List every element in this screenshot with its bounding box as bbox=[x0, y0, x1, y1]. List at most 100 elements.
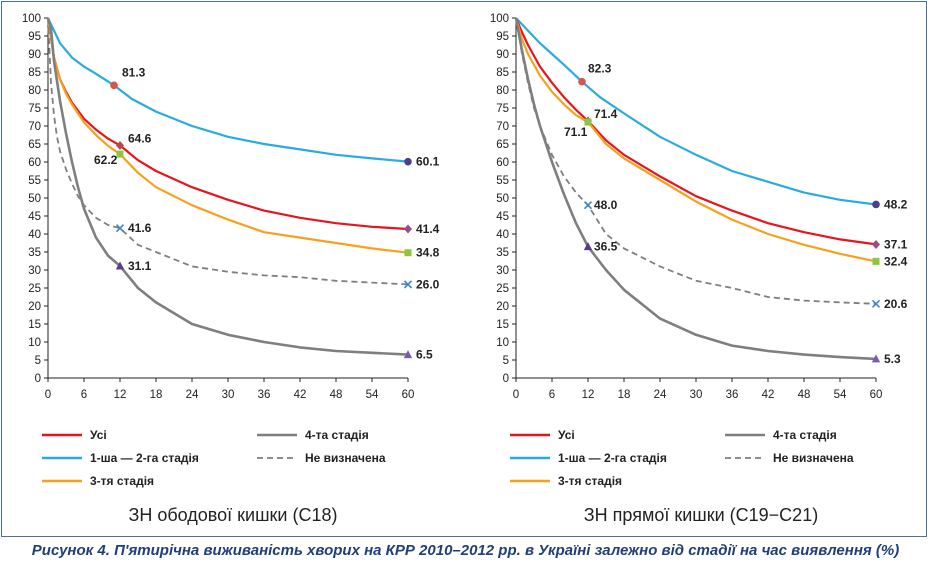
legend-label-stage4: 4-та стадія bbox=[773, 428, 837, 442]
series-line-stage4 bbox=[46, 17, 409, 356]
data-point-stage4 bbox=[115, 261, 125, 270]
x-tick-label: 42 bbox=[762, 389, 775, 401]
x-tick-label: 6 bbox=[81, 389, 87, 401]
y-tick-label: 55 bbox=[28, 175, 41, 187]
x-tick-label: 36 bbox=[258, 389, 271, 401]
y-tick-label: 95 bbox=[496, 31, 509, 43]
x-tick-label: 18 bbox=[150, 389, 163, 401]
legend-label-stage12: 1-ша — 2-га стадія bbox=[558, 451, 667, 465]
x-tick-label: 48 bbox=[798, 389, 811, 401]
series-line-all bbox=[514, 17, 877, 246]
y-tick-label: 0 bbox=[503, 373, 509, 385]
y-tick-label: 30 bbox=[28, 265, 41, 277]
data-label-stage3: 32.4 bbox=[884, 254, 908, 268]
x-tick-label: 54 bbox=[834, 389, 847, 401]
y-tick-label: 10 bbox=[28, 337, 41, 349]
x-tick-label: 24 bbox=[186, 389, 199, 401]
y-tick-label: 35 bbox=[28, 247, 41, 259]
x-tick-label: 24 bbox=[654, 389, 667, 401]
data-label-stage12: 60.1 bbox=[416, 155, 440, 169]
y-tick-label: 0 bbox=[35, 373, 41, 385]
series-line-stage3 bbox=[46, 17, 409, 254]
legend-label-stage4: 4-та стадія bbox=[305, 428, 369, 442]
data-point-undefined bbox=[871, 299, 881, 308]
data-label-stage12: 82.3 bbox=[588, 62, 612, 76]
legend-label-stage3: 3-тя стадія bbox=[558, 474, 622, 488]
y-tick-label: 20 bbox=[496, 301, 509, 313]
y-tick-label: 45 bbox=[496, 211, 509, 223]
y-tick-label: 90 bbox=[496, 49, 509, 61]
y-tick-label: 50 bbox=[496, 193, 509, 205]
data-point-stage3 bbox=[872, 257, 880, 265]
legend-label-all: Усі bbox=[558, 428, 575, 442]
legend-label-stage12: 1-ша — 2-га стадія bbox=[90, 451, 199, 465]
x-tick-label: 30 bbox=[690, 389, 703, 401]
y-tick-label: 75 bbox=[496, 103, 509, 115]
data-point-undefined bbox=[583, 201, 593, 210]
series-line-stage12 bbox=[47, 17, 409, 163]
y-tick-label: 85 bbox=[28, 67, 41, 79]
data-label-stage12: 48.2 bbox=[884, 197, 908, 211]
y-tick-label: 15 bbox=[28, 319, 41, 331]
y-tick-label: 40 bbox=[28, 229, 41, 241]
data-point-stage12 bbox=[404, 157, 412, 166]
y-tick-label: 65 bbox=[496, 139, 509, 151]
data-point-stage4 bbox=[403, 350, 413, 359]
legend-label-undefined: Не визначена bbox=[773, 451, 854, 465]
y-tick-label: 50 bbox=[28, 193, 41, 205]
figure-frame bbox=[1, 1, 927, 537]
y-tick-label: 45 bbox=[28, 211, 41, 223]
data-label-stage3: 62.2 bbox=[94, 153, 118, 167]
y-tick-label: 10 bbox=[496, 337, 509, 349]
data-label-stage4: 5.3 bbox=[884, 352, 901, 366]
data-label-stage4: 6.5 bbox=[416, 348, 433, 362]
data-point-stage12 bbox=[872, 200, 880, 209]
y-tick-label: 60 bbox=[496, 157, 509, 169]
x-tick-label: 60 bbox=[402, 389, 415, 401]
y-tick-label: 70 bbox=[496, 121, 509, 133]
y-tick-label: 15 bbox=[496, 319, 509, 331]
series-line-undefined bbox=[47, 17, 409, 286]
y-tick-label: 35 bbox=[496, 247, 509, 259]
x-tick-label: 0 bbox=[513, 389, 519, 401]
y-tick-label: 80 bbox=[28, 85, 41, 97]
legend-label-stage3: 3-тя стадія bbox=[90, 474, 154, 488]
data-point-stage3 bbox=[116, 150, 124, 158]
chart-title: ЗН прямої кишки (С19−С21) bbox=[584, 505, 818, 525]
y-tick-label: 90 bbox=[28, 49, 41, 61]
y-tick-label: 5 bbox=[503, 355, 509, 367]
data-point-stage4 bbox=[871, 354, 881, 363]
data-point-stage3 bbox=[404, 249, 412, 257]
series-line-all bbox=[46, 17, 409, 231]
y-tick-label: 65 bbox=[28, 139, 41, 151]
y-tick-label: 100 bbox=[490, 13, 509, 25]
y-tick-label: 30 bbox=[496, 265, 509, 277]
data-label-all: 71.4 bbox=[594, 107, 618, 121]
x-tick-label: 12 bbox=[582, 389, 595, 401]
y-tick-label: 95 bbox=[28, 31, 41, 43]
y-tick-label: 40 bbox=[496, 229, 509, 241]
data-point-all bbox=[872, 239, 880, 249]
data-point-all bbox=[116, 140, 124, 150]
y-tick-label: 75 bbox=[28, 103, 41, 115]
data-label-all: 64.6 bbox=[128, 131, 152, 145]
x-tick-label: 30 bbox=[222, 389, 235, 401]
data-point-all bbox=[404, 224, 412, 234]
data-point-stage12 bbox=[110, 81, 118, 90]
data-label-undefined: 48.0 bbox=[594, 198, 618, 212]
y-tick-label: 25 bbox=[496, 283, 509, 295]
data-point-stage12 bbox=[578, 77, 586, 86]
x-tick-label: 42 bbox=[294, 389, 307, 401]
data-label-stage12: 81.3 bbox=[122, 65, 146, 79]
y-tick-label: 60 bbox=[28, 157, 41, 169]
data-label-stage3: 71.1 bbox=[564, 125, 588, 139]
chart-rectum: 0510152025303540455055606570758085909510… bbox=[490, 13, 908, 525]
data-label-stage4: 31.1 bbox=[128, 259, 152, 273]
y-tick-label: 70 bbox=[28, 121, 41, 133]
figure-caption: Рисунок 4. П'ятирічна виживаність хворих… bbox=[31, 542, 900, 559]
x-tick-label: 36 bbox=[726, 389, 739, 401]
y-tick-label: 25 bbox=[28, 283, 41, 295]
y-tick-label: 55 bbox=[496, 175, 509, 187]
data-label-stage3: 34.8 bbox=[416, 246, 440, 260]
data-point-undefined bbox=[115, 224, 125, 233]
